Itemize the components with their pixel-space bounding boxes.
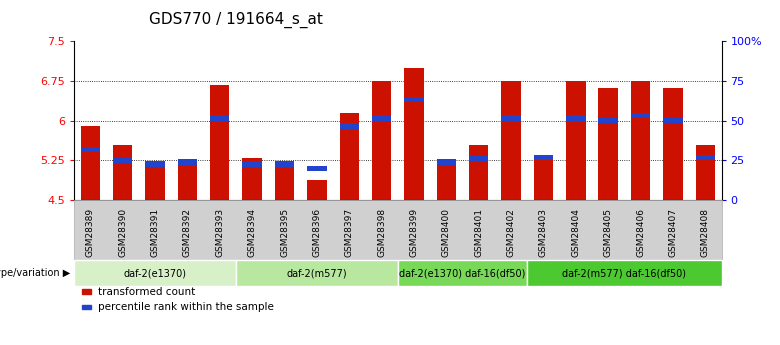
Text: GSM28397: GSM28397 <box>345 208 354 257</box>
Text: GSM28390: GSM28390 <box>118 208 127 257</box>
Bar <box>275 163 294 200</box>
Bar <box>113 158 133 163</box>
Text: daf-2(e1370): daf-2(e1370) <box>123 268 186 278</box>
Text: GSM28389: GSM28389 <box>86 208 95 257</box>
Bar <box>210 116 229 121</box>
Text: genotype/variation ▶: genotype/variation ▶ <box>0 268 70 278</box>
Bar <box>210 85 229 200</box>
Bar <box>307 166 327 171</box>
Bar <box>598 88 618 200</box>
Text: GSM28406: GSM28406 <box>636 208 645 257</box>
Bar <box>696 145 715 200</box>
Bar <box>696 155 715 160</box>
Text: GSM28394: GSM28394 <box>247 208 257 257</box>
Bar <box>145 164 165 200</box>
Bar <box>80 147 100 152</box>
Text: GSM28402: GSM28402 <box>506 208 516 257</box>
Bar <box>404 68 424 200</box>
Bar <box>598 118 618 124</box>
Bar <box>566 81 586 200</box>
Text: GSM28408: GSM28408 <box>700 208 710 257</box>
Bar <box>631 113 651 118</box>
Bar <box>502 116 521 121</box>
Text: GSM28398: GSM28398 <box>377 208 386 257</box>
Text: GSM28403: GSM28403 <box>539 208 548 257</box>
Text: daf-2(e1370) daf-16(df50): daf-2(e1370) daf-16(df50) <box>399 268 526 278</box>
Text: GSM28393: GSM28393 <box>215 208 225 257</box>
Bar <box>663 88 682 200</box>
Bar <box>145 161 165 167</box>
Text: GSM28396: GSM28396 <box>312 208 321 257</box>
Text: GSM28399: GSM28399 <box>410 208 419 257</box>
Bar <box>339 124 359 129</box>
Bar <box>469 156 488 161</box>
Bar <box>437 159 456 165</box>
Text: GSM28401: GSM28401 <box>474 208 484 257</box>
Text: GSM28405: GSM28405 <box>604 208 613 257</box>
Bar <box>469 145 488 200</box>
Text: GDS770 / 191664_s_at: GDS770 / 191664_s_at <box>149 11 323 28</box>
Text: GSM28395: GSM28395 <box>280 208 289 257</box>
Bar <box>307 180 327 200</box>
Bar <box>631 81 651 200</box>
Text: GSM28392: GSM28392 <box>183 208 192 257</box>
Bar <box>502 81 521 200</box>
Bar <box>113 145 133 200</box>
Bar <box>275 161 294 167</box>
Bar <box>80 126 100 200</box>
Bar <box>243 158 262 200</box>
Text: GSM28391: GSM28391 <box>151 208 160 257</box>
Text: daf-2(m577) daf-16(df50): daf-2(m577) daf-16(df50) <box>562 268 686 278</box>
Bar <box>339 113 359 200</box>
Bar <box>178 159 197 165</box>
Text: GSM28404: GSM28404 <box>571 208 580 257</box>
Bar <box>372 81 392 200</box>
Bar <box>404 97 424 102</box>
Bar <box>663 118 682 124</box>
Bar <box>566 116 586 121</box>
Bar <box>178 162 197 200</box>
Text: transformed count: transformed count <box>98 287 195 296</box>
Text: GSM28407: GSM28407 <box>668 208 678 257</box>
Text: percentile rank within the sample: percentile rank within the sample <box>98 302 273 312</box>
Bar <box>437 160 456 200</box>
Bar <box>372 116 392 121</box>
Text: daf-2(m577): daf-2(m577) <box>286 268 347 278</box>
Text: GSM28400: GSM28400 <box>441 208 451 257</box>
Bar <box>534 155 553 200</box>
Bar <box>243 161 262 167</box>
Bar <box>534 155 553 160</box>
